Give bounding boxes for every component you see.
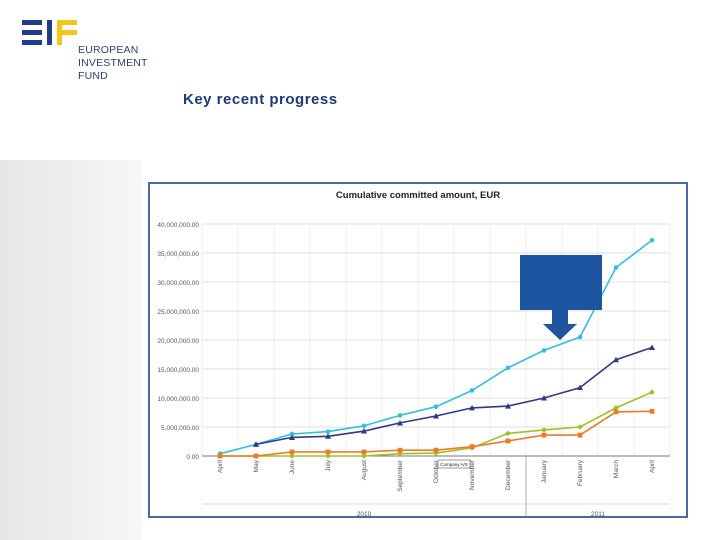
eif-logo-mark: [22, 20, 77, 45]
data-point: [289, 453, 295, 459]
x-tick-label: February: [577, 459, 584, 486]
x-tick-label: July: [325, 459, 332, 471]
data-point: [469, 404, 475, 411]
data-point: [505, 365, 511, 371]
data-point: [469, 388, 475, 393]
data-point: [253, 453, 259, 459]
x-tick-label: May: [253, 459, 260, 472]
x-tick-label: August: [361, 460, 368, 480]
data-point: [361, 449, 367, 455]
data-point: [505, 430, 511, 437]
data-point: [361, 423, 367, 429]
y-tick-label: 25,000,000.00: [157, 309, 199, 316]
series-line: [220, 391, 653, 457]
data-point: [289, 431, 295, 437]
data-point: [217, 453, 223, 459]
data-point: [613, 265, 619, 270]
data-point: [649, 408, 655, 414]
data-point: [433, 447, 439, 453]
data-point: [613, 405, 619, 411]
y-tick-label: 5,000,000.00: [161, 425, 199, 432]
series-line: [255, 346, 653, 446]
x-tick-label: April: [649, 459, 656, 473]
data-point: [613, 356, 619, 363]
data-point: [577, 432, 583, 438]
data-point: [541, 432, 547, 438]
x-tick-label: November: [469, 459, 476, 490]
data-point: [649, 237, 655, 243]
logo-line-2: INVESTMENT: [78, 57, 148, 69]
data-point: [325, 453, 331, 459]
x-tick-label: October: [433, 459, 440, 483]
logo-line-1: EUROPEAN: [78, 44, 139, 56]
data-point: [397, 447, 403, 453]
data-point: [505, 438, 511, 444]
data-point: [577, 384, 583, 391]
y-tick-label: 10,000,000.00: [157, 396, 199, 403]
year-label: 2011: [591, 511, 605, 516]
x-tick-label: March: [613, 460, 620, 478]
data-point: [397, 413, 403, 418]
eif-logo-text: EUROPEAN INVESTMENT FUND: [78, 44, 148, 83]
y-tick-label: 30,000,000.00: [157, 280, 199, 287]
data-point: [649, 344, 655, 351]
x-tick-label: December: [505, 459, 512, 490]
data-point: [505, 403, 511, 409]
callout-arrow-icon: [543, 310, 577, 340]
left-shade-panel: [0, 160, 142, 540]
data-point: [541, 395, 547, 401]
year-label: 2010: [357, 511, 372, 516]
data-point: [325, 449, 331, 455]
data-point: [433, 412, 439, 419]
data-point: [577, 424, 583, 430]
data-point: [253, 441, 259, 447]
data-point: [613, 409, 619, 415]
data-point: [361, 453, 367, 459]
x-tick-label: January: [541, 459, 548, 483]
data-point: [325, 429, 331, 434]
data-point: [541, 427, 547, 433]
data-point: [469, 444, 475, 450]
x-tick-label: June: [289, 460, 296, 474]
logo-line-3: FUND: [78, 70, 108, 82]
data-point: [289, 449, 295, 455]
data-point: [433, 404, 439, 409]
chart-frame: Cumulative committed amount, EUR 40,000,…: [148, 182, 688, 518]
data-point: [325, 433, 331, 439]
y-tick-label: 20,000,000.00: [157, 338, 199, 345]
annotation-box: [437, 459, 471, 469]
eif-logo: [22, 20, 152, 90]
x-tick-label: September: [397, 459, 404, 492]
line-chart: 40,000,000.00 35,000,000.00 30,000,000.00 2…: [157, 222, 671, 516]
data-point: [577, 334, 583, 340]
y-tick-label: 40,000,000.00: [157, 222, 199, 229]
data-point: [397, 419, 403, 426]
annotation-label: Company A/S: [440, 462, 468, 467]
y-tick-label: 0.00: [186, 454, 199, 461]
data-point: [289, 434, 295, 440]
data-point: [433, 450, 439, 456]
data-point: [649, 389, 655, 395]
y-tick-label: 15,000,000.00: [157, 367, 199, 374]
x-tick-label: April: [217, 459, 224, 473]
data-point: [541, 348, 547, 353]
y-tick-label: 35,000,000.00: [157, 251, 199, 258]
chart-title: Cumulative committed amount, EUR: [335, 190, 501, 201]
data-point: [361, 428, 367, 434]
callout-box: [520, 255, 602, 310]
slide-title: Key recent progress: [183, 91, 338, 108]
